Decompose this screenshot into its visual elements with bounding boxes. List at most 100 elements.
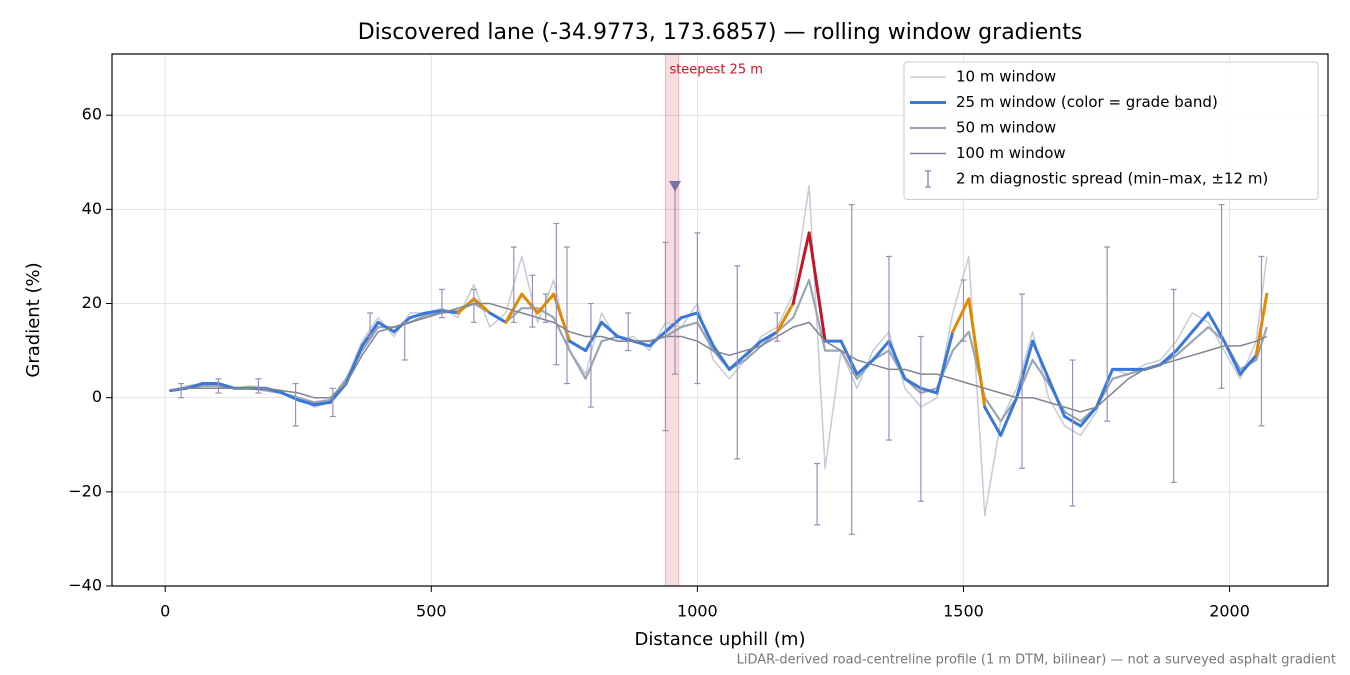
- line-segment: [1079, 405, 1099, 428]
- line-segment: [999, 396, 1019, 437]
- error-bar: [529, 274, 536, 328]
- error-bar: [564, 246, 571, 385]
- line-segment: [616, 334, 636, 343]
- line-segment: [440, 309, 460, 315]
- line-segment: [1047, 377, 1067, 419]
- line-segment: [919, 386, 939, 395]
- error-bar: [1170, 288, 1177, 484]
- plot-frame: [111, 53, 1329, 587]
- error-bar: [438, 288, 445, 319]
- y-axis-label: Gradient (%): [23, 262, 44, 377]
- y-tick-label: 40: [82, 199, 102, 218]
- legend-label: 100 m window: [956, 144, 1066, 162]
- line-segment: [887, 339, 907, 381]
- error-bar: [553, 222, 560, 366]
- error-bar: [885, 255, 892, 441]
- series-line: [170, 302, 1268, 413]
- line-segment: [424, 309, 444, 315]
- y-tick-label: −40: [68, 576, 102, 595]
- line-segment: [1238, 353, 1258, 376]
- legend-label: 2 m diagnostic spread (min–max, ±12 m): [956, 170, 1268, 188]
- steepest-marker: [669, 180, 682, 192]
- x-tick-label: 2000: [1209, 602, 1250, 621]
- error-bar: [470, 288, 477, 323]
- y-tick-label: 0: [92, 387, 102, 406]
- error-bar: [255, 378, 262, 394]
- error-bar: [510, 246, 517, 323]
- line-segment: [376, 320, 396, 334]
- x-tick-label: 500: [416, 602, 447, 621]
- error-bar: [774, 312, 781, 342]
- error-bar: [292, 382, 299, 427]
- line-segment: [344, 344, 364, 386]
- line-segment: [791, 231, 811, 306]
- line-segment: [216, 382, 236, 390]
- line-segment: [983, 405, 1003, 437]
- legend-box: [903, 61, 1319, 200]
- error-bar: [1218, 204, 1225, 389]
- line-segment: [312, 400, 332, 407]
- line-segment: [568, 339, 588, 353]
- error-bar: [542, 293, 549, 323]
- line-segment: [967, 297, 987, 409]
- error-bar: [1258, 255, 1265, 427]
- y-tick-label: 20: [82, 293, 102, 312]
- error-bar: [1069, 359, 1076, 507]
- line-segment: [472, 297, 492, 315]
- line-segment: [663, 316, 683, 334]
- line-segment: [1031, 339, 1051, 381]
- legend-label: 25 m window (color = grade band): [956, 93, 1218, 111]
- line-segment: [1190, 311, 1210, 334]
- y-tick-label: 60: [82, 105, 102, 124]
- line-segment: [600, 320, 620, 338]
- line-segment: [1015, 339, 1035, 400]
- error-bar: [848, 204, 855, 535]
- line-segment: [775, 302, 795, 334]
- line-segment: [695, 311, 715, 348]
- error-bar: [960, 279, 967, 342]
- error-bar: [329, 387, 336, 418]
- line-segment: [903, 377, 923, 390]
- error-bar: [625, 312, 632, 352]
- y-tick-label: −20: [68, 481, 102, 500]
- series-line: [170, 278, 1268, 423]
- x-axis-label: Distance uphill (m): [635, 629, 806, 650]
- line-segment: [711, 344, 731, 371]
- line-segment: [839, 339, 859, 376]
- error-bar: [215, 378, 222, 394]
- line-segment: [1174, 330, 1194, 353]
- line-segment: [1095, 367, 1114, 409]
- line-segment: [408, 311, 428, 320]
- line-segment: [679, 311, 699, 320]
- line-segment: [488, 311, 508, 324]
- chart-title: Discovered lane (-34.9773, 173.6857) — r…: [358, 20, 1083, 45]
- line-segment: [855, 358, 875, 376]
- error-bar: [814, 462, 821, 526]
- error-bar: [662, 241, 669, 432]
- error-bar: [734, 265, 741, 460]
- line-segment: [871, 339, 891, 362]
- steepest-label: steepest 25 m: [669, 63, 762, 78]
- error-bar: [694, 232, 701, 385]
- line-segment: [632, 339, 651, 348]
- line-segment: [935, 330, 955, 395]
- line-segment: [951, 297, 971, 334]
- line-segment: [185, 382, 204, 390]
- error-bar: [401, 321, 408, 361]
- legend-label: 10 m window: [956, 68, 1056, 86]
- error-bar: [1104, 246, 1111, 422]
- error-bar: [1019, 293, 1026, 469]
- line-segment: [296, 398, 316, 407]
- footnote: LiDAR-derived road-centreline profile (1…: [737, 653, 1336, 668]
- legend-label: 50 m window: [956, 119, 1056, 137]
- line-segment: [759, 330, 779, 343]
- series-line: [170, 185, 1268, 517]
- error-bar: [917, 335, 924, 502]
- x-tick-label: 0: [160, 602, 170, 621]
- line-segment: [1222, 339, 1242, 376]
- line-segment: [807, 231, 827, 343]
- line-segment: [520, 292, 540, 315]
- error-bar: [367, 312, 374, 338]
- legend: 10 m window 25 m window (color = grade ba…: [903, 61, 1319, 200]
